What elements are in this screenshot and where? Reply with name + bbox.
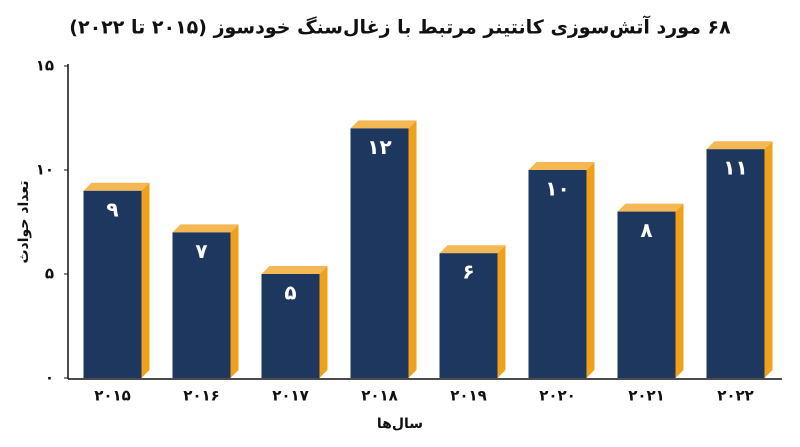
bar-top: [528, 162, 595, 170]
chart-title: ۶۸ مورد آتش‌سوزی کانتینر مرتبط با زغال‌س…: [69, 15, 731, 39]
y-tick-label: ۵: [45, 265, 54, 283]
x-tick-label: ۲۰۱۸: [361, 387, 398, 405]
bar: [617, 211, 676, 378]
bar-top: [706, 141, 773, 150]
bar-top: [617, 203, 684, 212]
bar: [439, 253, 498, 378]
bar-top: [350, 120, 417, 129]
bar-top: [172, 224, 239, 233]
x-tick-label: ۲۰۱۶: [183, 387, 220, 405]
bar-top: [439, 245, 506, 254]
bar: [172, 232, 231, 378]
x-tick-label: ۲۰۲۲: [717, 387, 754, 405]
y-tick-label: ۱۵: [36, 57, 54, 75]
value-label: ۱۱: [723, 156, 747, 180]
bar-side: [675, 203, 684, 378]
bar-top: [261, 266, 328, 274]
value-label: ۱۲: [367, 135, 391, 159]
bar-side: [319, 266, 328, 378]
value-label: ۱۰: [545, 177, 569, 201]
x-tick-label: ۲۰۲۰: [539, 387, 576, 405]
x-axis-title: سال‌ها: [377, 416, 423, 432]
x-tick-label: ۲۰۲۱: [628, 387, 665, 405]
value-label: ۸: [640, 218, 652, 242]
bar-side: [408, 120, 417, 379]
y-tick-label: ۱۰: [36, 161, 54, 179]
y-tick-label: ۰: [45, 369, 54, 387]
bar: [706, 149, 765, 378]
value-label: ۶: [462, 260, 474, 284]
bar: [350, 128, 409, 378]
bar: [528, 170, 587, 378]
x-tick-label: ۲۰۱۷: [272, 387, 309, 405]
x-tick-label: ۲۰۱۵: [94, 387, 131, 405]
bar-side: [141, 182, 150, 378]
bar-side: [497, 245, 506, 378]
y-axis-title: تعداد حوادث: [16, 180, 32, 263]
value-label: ۵: [284, 281, 296, 305]
value-label: ۷: [195, 239, 207, 263]
bar-top: [83, 182, 150, 191]
x-tick-label: ۲۰۱۹: [450, 387, 487, 405]
bar: [261, 274, 320, 378]
bar-side: [586, 162, 595, 378]
bar-side: [230, 224, 239, 378]
bar: [83, 190, 142, 378]
bar-side: [764, 141, 773, 378]
value-label: ۹: [106, 197, 118, 221]
